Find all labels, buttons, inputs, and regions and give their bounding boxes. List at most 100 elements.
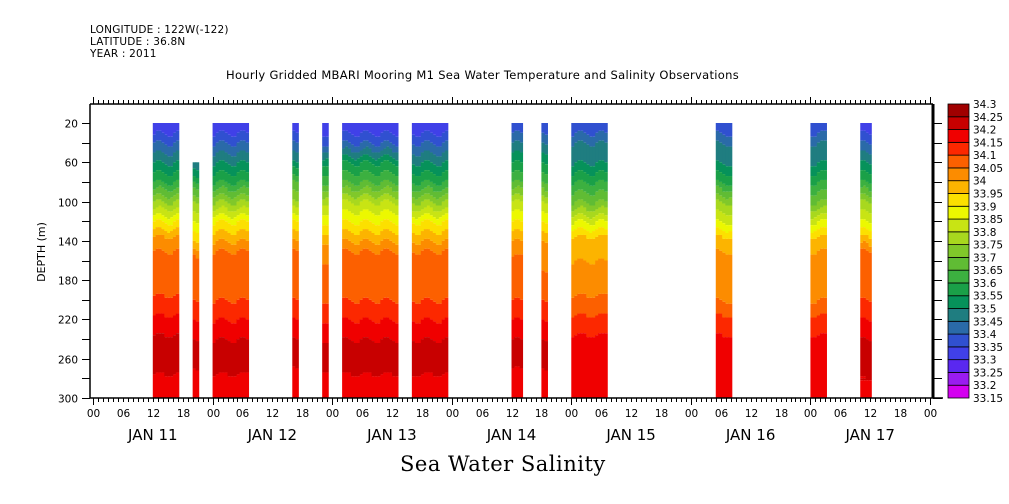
contour-cell <box>350 341 355 377</box>
contour-cell <box>601 130 605 141</box>
contour-cell <box>380 221 384 232</box>
contour-cell <box>170 297 174 318</box>
contour-cell <box>350 144 355 153</box>
contour-cell <box>541 221 545 232</box>
contour-cell <box>192 299 197 320</box>
contour-cell <box>432 242 437 253</box>
contour-cell <box>362 187 367 194</box>
contour-cell <box>868 321 872 342</box>
contour-cell <box>377 176 381 186</box>
contour-cell <box>819 333 824 398</box>
contour-cell <box>356 158 361 167</box>
contour-cell <box>580 313 584 334</box>
contour-cell <box>374 244 378 255</box>
contour-cell <box>423 337 428 373</box>
contour-cell <box>571 264 575 298</box>
contour-cell <box>868 123 872 135</box>
contour-cell <box>438 323 443 343</box>
contour-cell <box>292 174 296 180</box>
contour-cell <box>577 123 581 131</box>
contour-cell <box>444 187 449 194</box>
contour-cell <box>813 123 818 137</box>
contour-cell <box>420 152 425 163</box>
contour-cell <box>221 213 226 220</box>
contour-cell <box>577 160 581 171</box>
contour-cell <box>152 374 157 398</box>
contour-cell <box>192 195 197 202</box>
contour-cell <box>365 154 370 161</box>
contour-cell <box>819 189 824 200</box>
contour-cell <box>420 299 425 320</box>
contour-cell <box>441 374 446 398</box>
contour-cell <box>860 248 864 298</box>
x-day-label: JAN 12 <box>247 426 298 444</box>
contour-cell <box>383 123 387 131</box>
contour-cell <box>380 374 384 398</box>
contour-cell <box>435 376 440 398</box>
contour-cell <box>860 227 864 235</box>
contour-cell <box>571 205 575 212</box>
contour-cell <box>718 187 723 196</box>
contour-cell <box>353 215 358 226</box>
contour-cell <box>224 240 229 251</box>
contour-cell <box>516 366 521 398</box>
contour-cell <box>195 203 200 214</box>
contour-cell <box>350 223 355 233</box>
contour-cell <box>218 372 223 398</box>
contour-cell <box>380 240 384 251</box>
contour-cell <box>865 339 870 381</box>
contour-cell <box>161 132 165 143</box>
contour-cell <box>414 136 419 147</box>
contour-cell <box>152 335 157 375</box>
contour-cell <box>862 240 867 249</box>
colorbar-swatch <box>947 244 970 258</box>
contour-cell <box>380 172 384 182</box>
contour-cell <box>860 130 864 141</box>
contour-cell <box>862 317 867 338</box>
contour-cell <box>386 140 390 147</box>
contour-cell <box>236 221 241 232</box>
contour-cell <box>155 170 160 180</box>
contour-cell <box>441 152 446 163</box>
contour-cell <box>161 162 165 173</box>
contour-cell <box>325 185 329 192</box>
contour-cell <box>417 205 422 212</box>
contour-cell <box>218 140 223 151</box>
contour-cell <box>227 164 232 175</box>
contour-cell <box>604 234 608 261</box>
contour-cell <box>295 191 299 202</box>
contour-cell <box>245 207 250 216</box>
contour-cell <box>813 254 818 304</box>
contour-cell <box>389 231 393 241</box>
x-tick-label: 06 <box>356 408 370 420</box>
contour-cell <box>435 136 440 147</box>
contour-cell <box>816 299 821 316</box>
contour-cell <box>574 181 578 192</box>
contour-cell <box>601 179 605 190</box>
contour-cell <box>725 136 730 147</box>
contour-cell <box>386 219 390 230</box>
contour-cell <box>728 166 733 177</box>
contour-cell <box>233 376 238 398</box>
contour-cell <box>423 297 428 318</box>
contour-cell <box>860 219 864 228</box>
contour-cell <box>167 317 171 338</box>
contour-cell <box>152 236 157 251</box>
contour-cell <box>392 213 396 224</box>
contour-cell <box>386 193 390 200</box>
contour-cell <box>728 215 733 226</box>
contour-cell <box>215 142 220 153</box>
contour-cell <box>862 123 867 131</box>
contour-cell <box>359 181 364 190</box>
contour-cell <box>368 319 373 340</box>
contour-cell <box>242 170 247 180</box>
x-tick-label: 06 <box>117 408 131 420</box>
contour-cell <box>541 319 545 340</box>
contour-cell <box>242 193 247 200</box>
contour-cell <box>322 264 326 304</box>
contour-cell <box>175 333 180 373</box>
contour-cell <box>242 130 247 141</box>
contour-cell <box>371 376 376 398</box>
contour-cell <box>516 238 521 255</box>
colorbar-label: 33.15 <box>973 393 1003 405</box>
